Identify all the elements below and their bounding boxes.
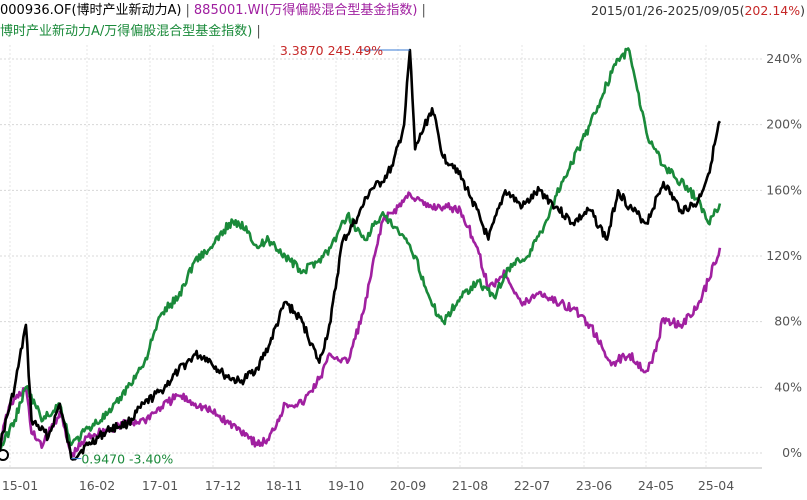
- header-separator: |: [421, 3, 426, 18]
- ratio-series-label[interactable]: 博时产业新动力A/万得偏股混合型基金指数): [0, 24, 253, 39]
- y-tick-label: 80%: [774, 314, 802, 329]
- y-axis-labels: 0% 40% 80% 120% 160% 200% 240%: [766, 51, 802, 460]
- x-tick-label: 15-01: [2, 478, 38, 493]
- series-line: [0, 191, 722, 458]
- y-tick-label: 120%: [766, 248, 802, 263]
- header-separator: |: [185, 3, 190, 18]
- index-series-label[interactable]: 885001.WI(万得偏股混合型基金指数): [193, 3, 418, 18]
- min-point-label: 0.9470 -3.40%: [81, 452, 173, 467]
- ratio-series-header: 博时产业新动力A/万得偏股混合型基金指数) |: [0, 22, 265, 42]
- header-separator: |: [256, 24, 261, 39]
- x-tick-label: 19-10: [328, 478, 364, 493]
- chart-header: 000936.OF(博时产业新动力A) | 885001.WI(万得偏股混合型基金指…: [0, 0, 807, 22]
- x-tick-label: 23-06: [576, 478, 612, 493]
- x-tick-label: 17-01: [142, 478, 178, 493]
- y-tick-label: 240%: [766, 51, 802, 66]
- series-line: [0, 48, 722, 461]
- y-tick-label: 40%: [774, 379, 802, 394]
- date-range-label[interactable]: 2015/01/26-2025/09/05(202.14%): [591, 0, 805, 22]
- max-point-label: 3.3870 245.49%: [280, 43, 383, 58]
- y-tick-label: 0%: [782, 445, 802, 460]
- y-tick-label: 200%: [766, 117, 802, 132]
- start-marker-icon: [0, 449, 9, 461]
- chart-annotations: 3.3870 245.49% 0.9470 -3.40%: [0, 43, 410, 467]
- fund-series-label[interactable]: 000936.OF(博时产业新动力A): [0, 3, 182, 18]
- x-tick-label: 18-11: [266, 478, 302, 493]
- x-tick-label: 21-08: [452, 478, 488, 493]
- y-tick-label: 160%: [766, 182, 802, 197]
- chart-series: [0, 47, 722, 461]
- x-tick-label: 20-09: [390, 478, 426, 493]
- x-tick-label: 24-05: [638, 478, 674, 493]
- x-axis-labels: 15-01 16-02 17-01 17-12 18-11 19-10 20-09 21-08…: [2, 478, 734, 493]
- x-tick-label: 16-02: [79, 478, 115, 493]
- date-range-close: ): [800, 3, 805, 18]
- date-range-return: 202.14%: [744, 3, 801, 18]
- series-line: [0, 47, 722, 452]
- x-tick-label: 22-07: [514, 478, 550, 493]
- x-tick-label: 25-04: [698, 478, 734, 493]
- x-tick-label: 17-12: [205, 478, 241, 493]
- date-range-text: 2015/01/26-2025/09/05(: [591, 3, 745, 18]
